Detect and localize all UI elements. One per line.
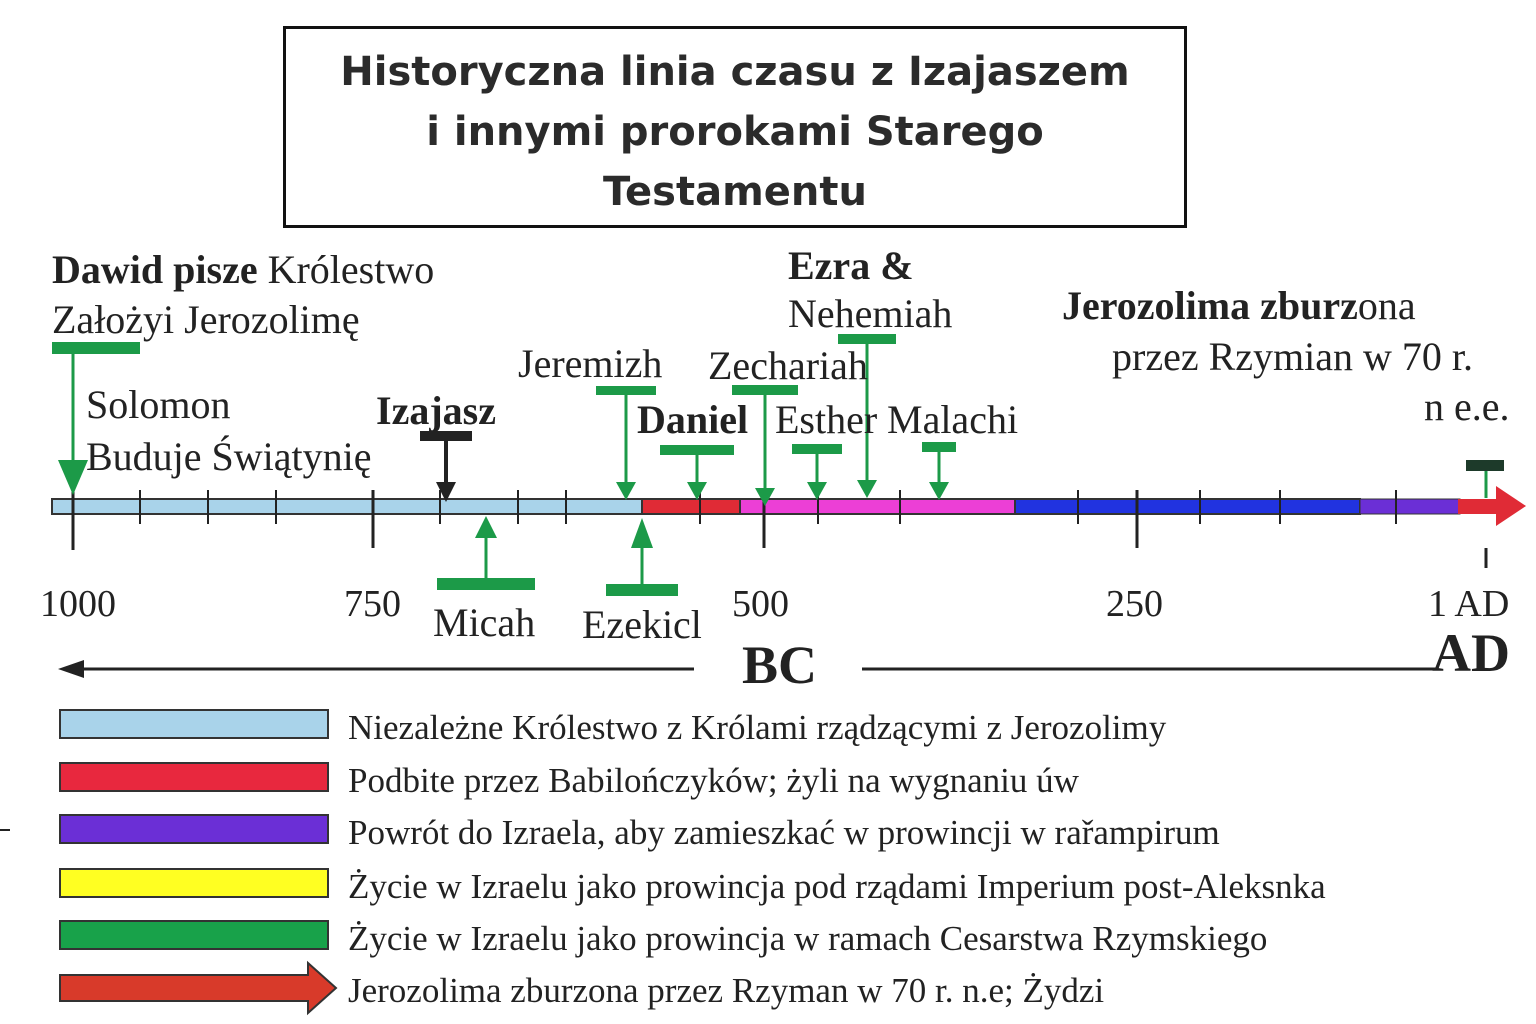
legend-label-0: Niezależne Królestwo z Królami rządzącym…: [348, 708, 1167, 747]
solomon-label-line2: Buduje Świątynię: [86, 434, 372, 479]
izajasz-label: Izajasz: [376, 388, 496, 433]
esther-marker-bar: [792, 444, 842, 454]
jerusalem-marker-bar: [1466, 460, 1504, 471]
david-label-kingdom: Królestwo: [267, 247, 435, 292]
segment-roman-red: [1458, 499, 1498, 514]
segment-hellenistic: [1014, 498, 1361, 515]
tick-label-500: 500: [732, 583, 789, 625]
ezekiel-label: Ezekicl: [582, 602, 702, 647]
jerusalem-label-line1: Jerozolima zburzona: [1062, 286, 1416, 326]
malachi-marker-bar: [922, 442, 956, 452]
ezekiel-marker-bar: [606, 584, 678, 596]
legend-label-5: Jerozolima zburzona przez Rzyman w 70 r.…: [348, 971, 1105, 1010]
tick-label-750: 750: [344, 583, 401, 625]
david-label-bold: Dawid: [52, 247, 164, 292]
ezra-label-line1: Ezra &: [788, 243, 914, 288]
legend-label-1: Podbite przez Babilończyków; żyli na wyg…: [348, 761, 1079, 800]
legend-label-3: Życie w Izraelu jako prowincja pod rząda…: [348, 867, 1326, 906]
bc-arrow-head: [58, 660, 84, 678]
legend-swatch-5: [59, 960, 338, 1016]
segment-babylonian-exile: [641, 498, 741, 515]
esther-label: Esther: [775, 397, 878, 442]
bc-label: BC: [742, 635, 818, 695]
jeremiah-label: Jeremizh: [518, 341, 663, 386]
ezra-label-line2: Nehemiah: [788, 291, 953, 336]
segment-roman-purple: [1359, 498, 1461, 515]
legend-swatch-4: [59, 920, 329, 950]
jerusalem-label-line2: przez Rzymian w 70 r.: [1112, 334, 1473, 379]
jeremiah-marker-bar: [596, 386, 656, 395]
micah-label: Micah: [433, 600, 536, 645]
ad-label: AD: [1432, 623, 1510, 683]
david-label-line1: Dawid pisze Królestwo: [52, 250, 434, 290]
david-label-pisze: pisze: [163, 247, 268, 292]
title-line-1: Historyczna linia czasu z Izajaszem: [340, 49, 1130, 95]
ezekiel-marker-arrowhead: [631, 518, 653, 548]
title-line-2: i innymi prorokami Starego: [426, 109, 1044, 155]
david-label-line2: Założyi Jerozolimę: [52, 297, 360, 342]
segment-persian-return: [739, 498, 1016, 515]
title-box: Historyczna linia czasu z Izajaszem i in…: [283, 26, 1187, 228]
jerusalem-label-line3: n e.e.: [1424, 384, 1510, 429]
solomon-label-line1: Solomon: [86, 382, 231, 427]
minor-ticks: [139, 490, 1397, 524]
zechariah-label: Zechariah: [708, 343, 868, 388]
title-line-3: Testamentu: [603, 169, 867, 215]
tick-label-250: 250: [1106, 583, 1163, 625]
david-marker-arrowhead: [58, 460, 88, 495]
izajasz-marker-bar: [420, 431, 472, 441]
ezra-marker-bar: [838, 334, 896, 344]
daniel-label: Daniel: [637, 397, 749, 442]
tick-label-1000: 1000: [40, 583, 116, 625]
legend-label-4: Życie w Izraelu jako prowincja w ramach …: [348, 919, 1268, 958]
jerusalem-label-normal: ona: [1357, 283, 1416, 328]
malachi-label: Malachi: [887, 397, 1019, 442]
legend-label-2: Powrót do Izraela, aby zamieszkać w prow…: [348, 813, 1220, 852]
jerusalem-label-bold: Jerozolima zburz: [1062, 283, 1358, 328]
micah-marker-arrowhead: [475, 516, 497, 538]
legend-swatch-2: [59, 814, 329, 844]
daniel-marker-bar: [660, 445, 734, 455]
legend-swatch-0: [59, 709, 329, 739]
micah-marker-bar: [437, 578, 535, 590]
legend-swatch-3: [59, 868, 329, 898]
timeline-arrow-head: [1496, 486, 1526, 526]
legend-swatch-1: [59, 762, 329, 792]
zechariah-marker-bar: [732, 385, 798, 395]
david-marker-bar: [52, 342, 140, 354]
tick-label-1ad: 1 AD: [1428, 583, 1510, 625]
